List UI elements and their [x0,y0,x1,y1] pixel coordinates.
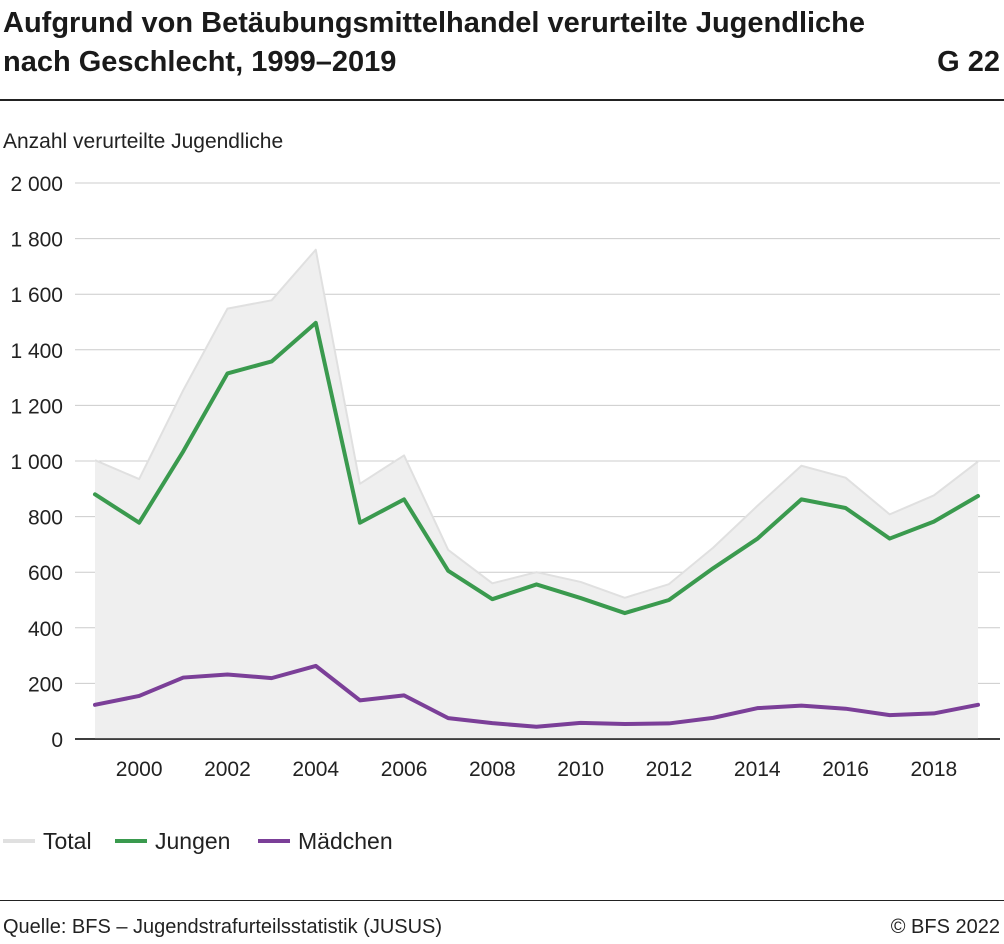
y-tick-label: 1 000 [10,451,63,474]
header-rule [0,99,1004,101]
legend-label-maedchen: Mädchen [298,828,393,854]
y-tick-label: 1 600 [10,284,63,307]
y-tick-label: 0 [51,729,63,752]
chart-title: Aufgrund von Betäubungsmittelhandel veru… [3,7,866,78]
y-tick-label: 2 000 [10,173,63,196]
y-tick-label: 200 [28,673,63,696]
x-tick-label: 2006 [381,758,428,781]
line-chart: Anzahl verurteilte Jugendliche 0 200 400 60… [3,130,1000,854]
series-jungen-line [93,320,980,616]
x-tick-label: 2014 [734,758,781,781]
figure-number: G 22 [937,46,1000,78]
x-tick-label: 2000 [116,758,163,781]
y-tick-label: 1 800 [10,229,63,252]
footer-rule [0,900,1004,901]
y-tick-labels: 0 200 400 600 800 1 000 1 200 1 400 1 600 1 800 2 … [10,173,63,752]
y-tick-label: 1 200 [10,395,63,418]
x-tick-label: 2002 [204,758,251,781]
series-maedchen-line [93,663,980,729]
series-total-area [95,249,978,739]
x-tick-label: 2012 [646,758,693,781]
x-tick-label: 2004 [292,758,339,781]
x-tick-labels: 2000 2002 2004 2006 2008 2010 2012 2014 2016 2018 [116,758,957,781]
legend: Total Jungen Mädchen [3,828,393,854]
x-tick-label: 2018 [910,758,957,781]
y-axis-label: Anzahl verurteilte Jugendliche [3,130,283,153]
copyright-note: © BFS 2022 [890,916,1000,938]
y-tick-label: 400 [28,618,63,641]
x-tick-label: 2016 [822,758,869,781]
source-note: Quelle: BFS – Jugendstrafurteilsstatisti… [3,916,443,938]
y-tick-label: 800 [28,507,63,530]
series-layer [75,248,1000,740]
x-tick-label: 2008 [469,758,516,781]
series-total-line [94,248,979,599]
legend-label-total: Total [43,828,92,854]
y-tick-label: 1 400 [10,340,63,363]
legend-label-jungen: Jungen [155,828,230,854]
y-tick-label: 600 [28,562,63,585]
x-tick-label: 2010 [557,758,604,781]
